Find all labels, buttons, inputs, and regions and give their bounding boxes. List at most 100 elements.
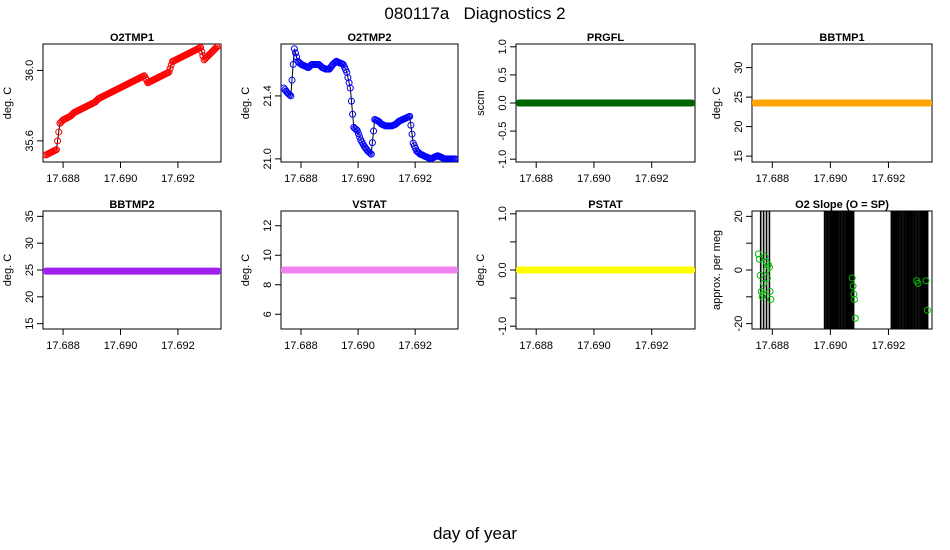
data-point: [923, 306, 931, 314]
x-tick-label: 17.688: [284, 173, 318, 185]
y-tick-label: 1.0: [497, 206, 509, 221]
data-point: [197, 44, 205, 52]
y-tick-label: 30: [24, 237, 36, 249]
panel-title: BBTMP2: [109, 199, 154, 211]
data-point: [66, 112, 74, 120]
y-axis-label: sccm: [475, 90, 487, 116]
plot-area: [754, 211, 931, 329]
data-point: [767, 296, 775, 303]
panel-2: O2TMP2 deg. C 21.0 21.4 17.688 17.690 17.692: [240, 32, 459, 185]
x-tick-label: 17.692: [635, 340, 669, 352]
data-point: [207, 49, 215, 57]
data-point: [289, 60, 297, 68]
data-point: [408, 130, 416, 138]
y-tick-label: -20: [733, 316, 745, 332]
x-tick-label: 17.690: [577, 173, 611, 185]
data-point: [343, 68, 351, 76]
data-point: [760, 279, 768, 287]
data-point: [166, 65, 174, 73]
data-point: [347, 97, 355, 105]
panel-7: PSTAT deg. C -1.0 0.0 1.0 17.688 17.690 17.692: [475, 199, 696, 352]
y-tick-label: 30: [733, 61, 745, 73]
data-point: [206, 50, 214, 58]
y-axis-label: deg. C: [240, 87, 252, 119]
panel-3: PRGFL sccm -1.0 -0.5 0.0 0.5 1.0 17.688 17.690 17…: [475, 32, 696, 185]
data-point: [201, 55, 209, 63]
data-point: [763, 274, 771, 282]
x-axis-label: day of year: [432, 524, 518, 543]
data-point: [345, 79, 353, 87]
data-point: [292, 49, 300, 57]
x-tick-label: 17.692: [872, 173, 906, 185]
data-point: [52, 146, 60, 154]
y-tick-label: 0.5: [497, 67, 509, 82]
data-point: [765, 263, 773, 271]
panel-title: PSTAT: [588, 199, 623, 211]
y-tick-label: 25: [733, 91, 745, 103]
panel-title: BBTMP1: [819, 32, 864, 44]
data-point: [351, 124, 359, 132]
y-tick-label: 8: [262, 282, 274, 288]
y-tick-label: 36.0: [24, 60, 36, 81]
y-tick-label: -1.0: [497, 150, 509, 169]
data-point: [214, 44, 221, 50]
page-title: 080117a Diagnostics 2: [384, 4, 566, 23]
data-point: [91, 98, 99, 106]
data-point: [56, 119, 64, 127]
x-tick-label: 17.688: [755, 173, 789, 185]
data-point: [407, 121, 415, 129]
data-point: [367, 150, 375, 158]
data-point: [165, 68, 173, 76]
x-tick-label: 17.690: [341, 173, 375, 185]
data-point: [914, 279, 922, 287]
x-tick-label: 17.690: [814, 340, 848, 352]
data-point: [290, 45, 298, 53]
data-point: [755, 255, 763, 263]
y-tick-label: 20: [733, 210, 745, 222]
plot-area: [281, 45, 458, 162]
y-tick-label: 21.4: [262, 85, 274, 106]
panel-title: PRGFL: [587, 32, 625, 44]
x-tick-label: 17.690: [577, 340, 611, 352]
data-point: [205, 51, 213, 59]
data-point: [756, 271, 764, 279]
data-point: [759, 290, 767, 298]
x-tick-label: 17.692: [872, 340, 906, 352]
data-point: [851, 314, 859, 322]
y-tick-label: -0.5: [497, 122, 509, 141]
panel-4: BBTMP1 deg. C 15 20 25 30 17.688 17.690 17.692: [711, 32, 933, 185]
y-tick-label: 0.0: [497, 95, 509, 110]
data-point: [204, 52, 212, 60]
x-tick-label: 17.690: [104, 340, 138, 352]
data-point: [370, 127, 378, 135]
data-point: [202, 54, 210, 62]
data-point: [208, 48, 216, 56]
data-point: [287, 92, 295, 100]
panel-8: O2 Slope (O = SP) approx. per meg -20 0 20 17…: [711, 199, 933, 352]
data-point: [212, 44, 220, 52]
y-tick-label: 6: [262, 311, 274, 317]
x-tick-label: 17.692: [398, 173, 432, 185]
panel-6: VSTAT deg. C 6 8 10 12 17.688 17.690 17.692: [240, 199, 459, 352]
data-point: [365, 148, 373, 156]
plot-area: [43, 44, 221, 159]
x-tick-label: 17.688: [519, 173, 553, 185]
data-point: [754, 250, 762, 258]
data-point: [366, 149, 374, 157]
x-tick-label: 17.688: [519, 340, 553, 352]
panel-title: O2TMP1: [110, 32, 154, 44]
panel-1: O2TMP1 deg. C 35.6 36.0 17.688 17.690 17.692: [2, 32, 222, 185]
x-tick-label: 17.688: [755, 340, 789, 352]
data-point: [922, 277, 930, 285]
data-point: [849, 282, 857, 290]
y-tick-label: 12: [262, 220, 274, 232]
data-point: [55, 128, 63, 136]
data-point: [850, 290, 858, 298]
data-point: [406, 112, 414, 120]
panel-5: BBTMP2 deg. C 15 20 25 30 35 17.688 17.690 17.692: [2, 199, 222, 352]
data-point: [346, 84, 354, 92]
data-point: [54, 137, 62, 145]
data-point: [368, 139, 376, 147]
y-axis-label: approx. per meg: [711, 230, 723, 310]
